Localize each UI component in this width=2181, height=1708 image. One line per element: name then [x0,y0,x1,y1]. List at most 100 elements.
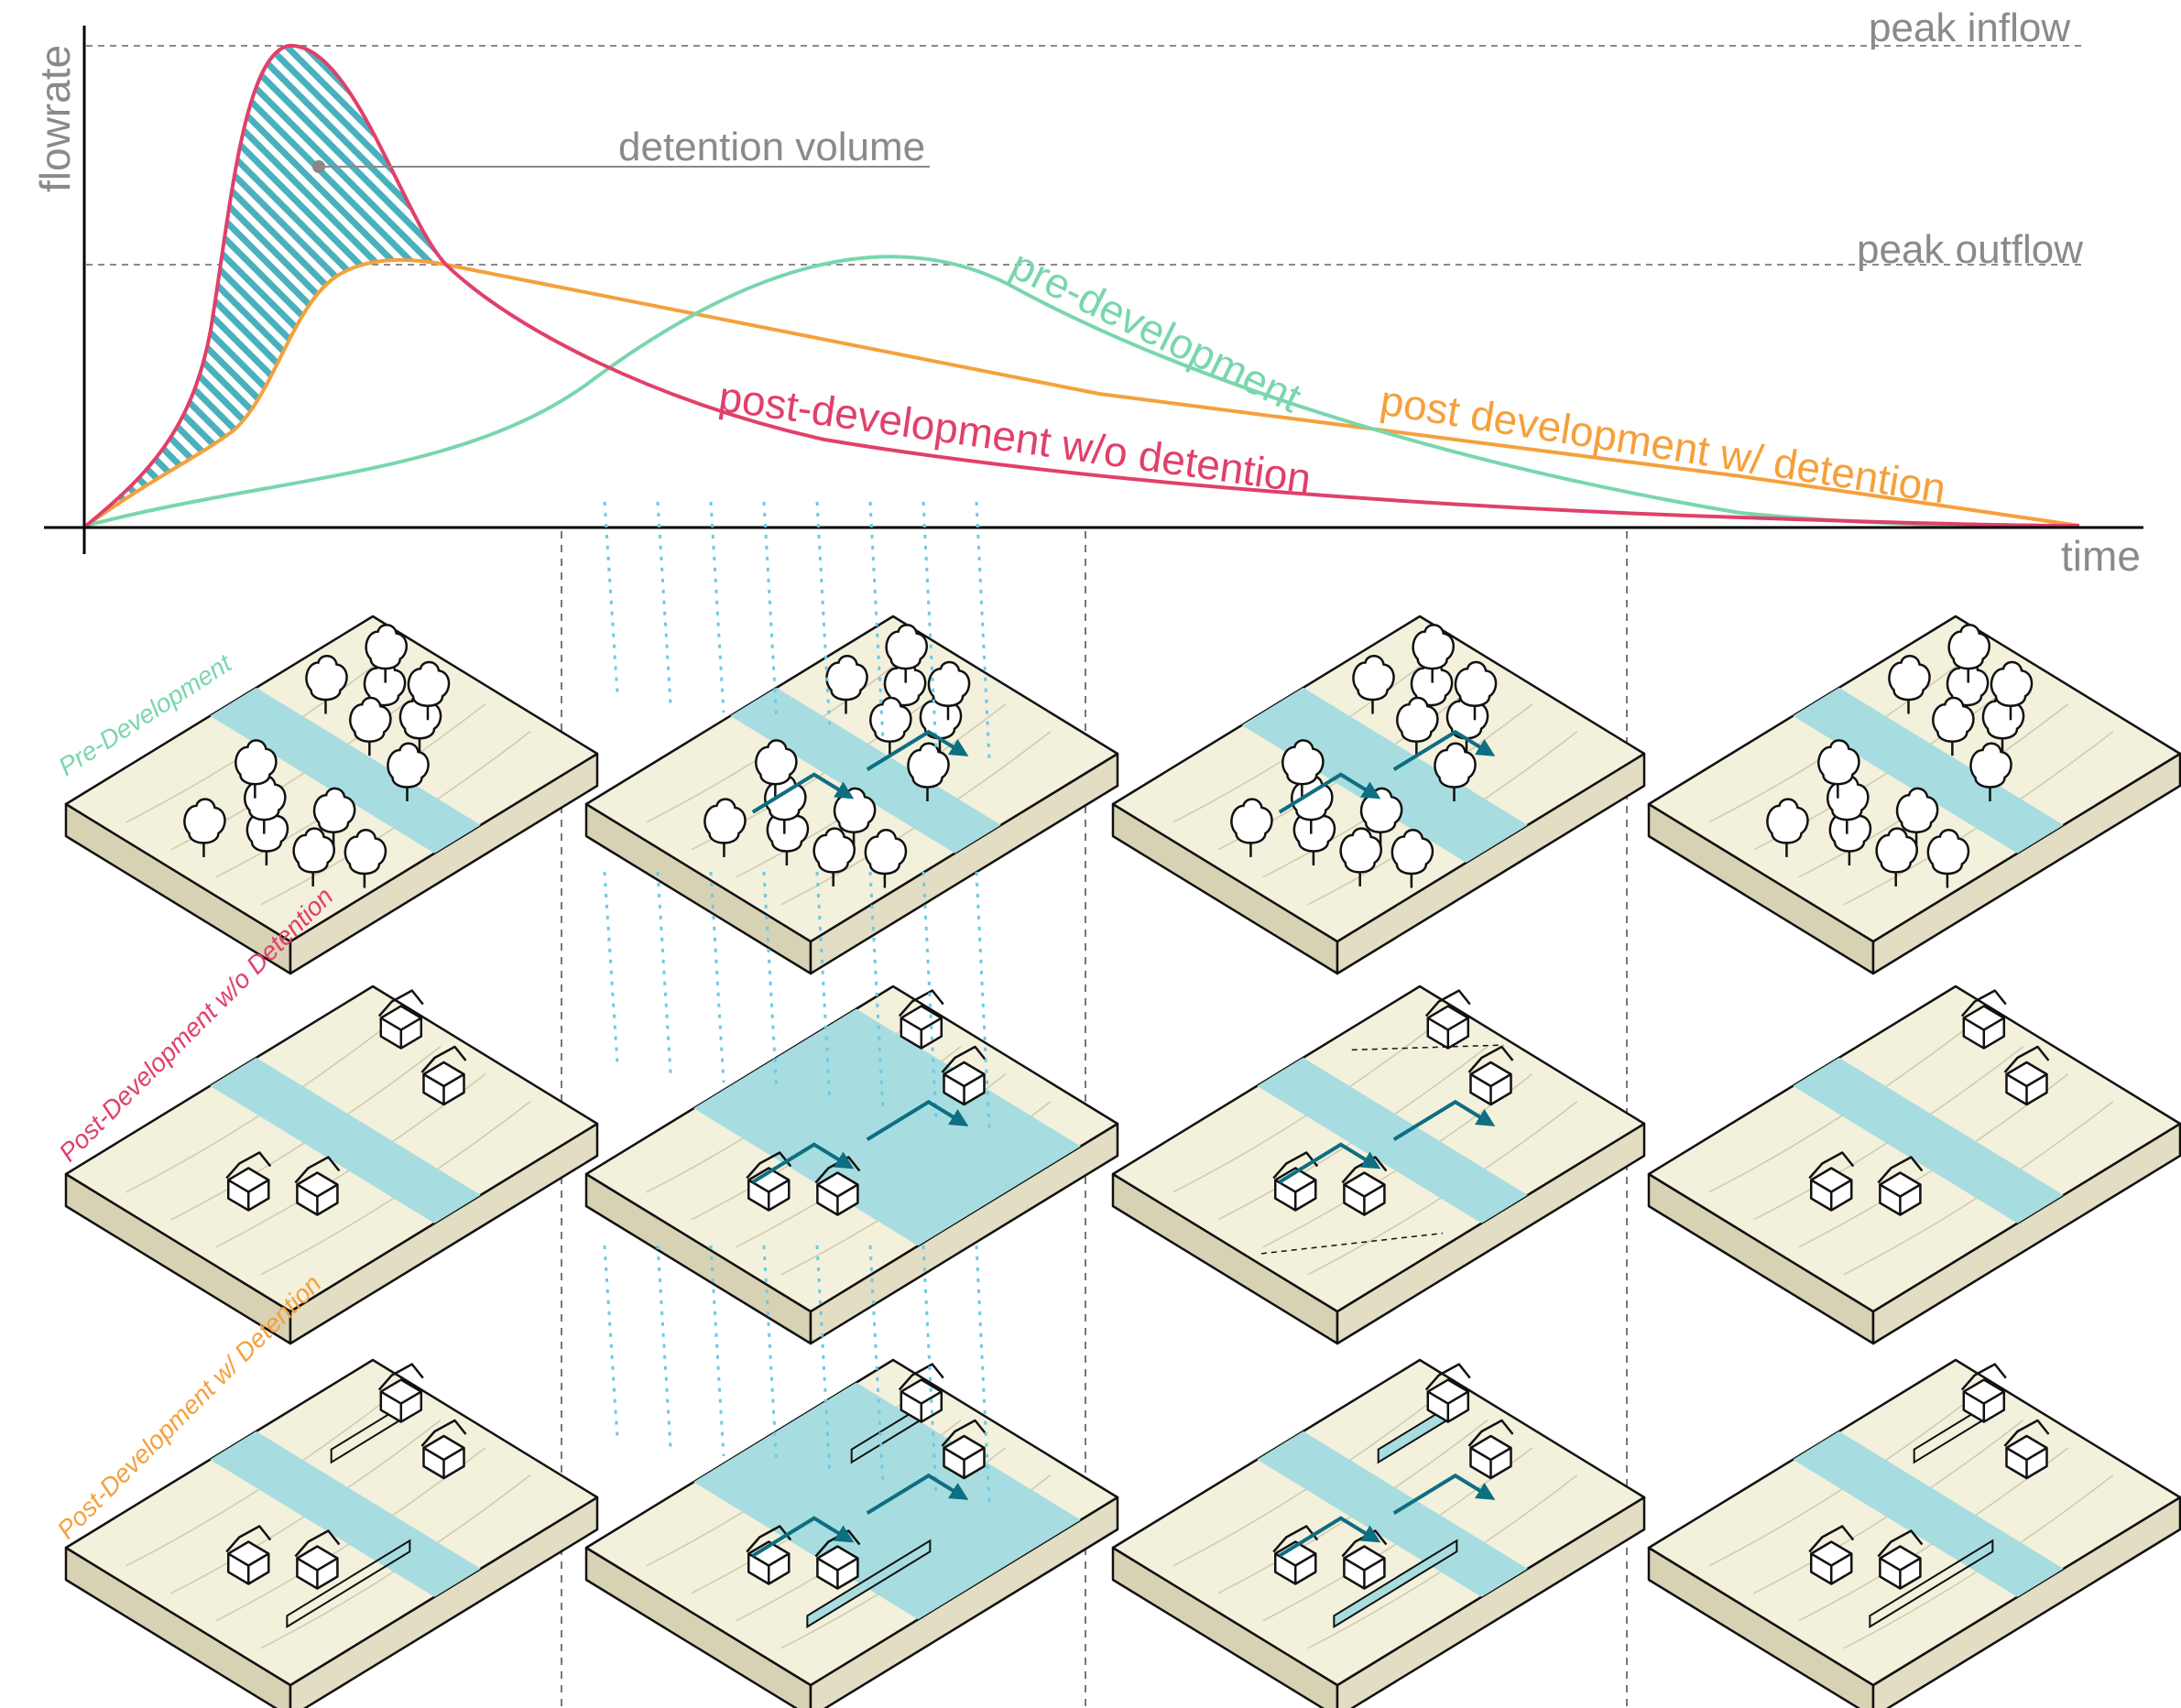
stream-channel [210,1057,481,1224]
house-icon [1424,989,1471,1050]
tree-icon [305,655,348,714]
tree-icon [1926,829,1970,888]
post-with-detention-label: post development w/ detention [1377,376,1948,513]
landscape-block-r3-c1 [64,1358,599,1708]
tree-icon [292,827,335,887]
tree-icon [1434,742,1477,801]
rain-line [868,871,885,1111]
house-icon [225,1525,272,1585]
tree-icon [1352,655,1395,714]
tree-icon [1410,660,1454,720]
tree-icon [907,742,950,801]
tree-icon [755,739,798,799]
y-axis-label: flowrate [31,45,79,192]
post-without-detention-label: post-development w/o detention [716,372,1314,502]
runoff-arrow-icon [866,1099,969,1141]
rain-line [656,1245,672,1448]
house-icon [420,1419,467,1480]
house-icon [1467,1045,1514,1106]
house-icon [1341,1156,1388,1216]
house-icon [225,1151,272,1212]
stream-channel [1241,687,1528,863]
house-icon [1808,1151,1855,1212]
house-icon [1960,1363,2007,1423]
landscape-block-r1-c1 [64,615,599,975]
detention-basin [286,1539,411,1629]
stream-channel [1793,1057,2064,1224]
house-icon [941,1419,987,1480]
stream-channel [210,1431,481,1597]
detention-basin [806,1539,932,1629]
tree-icon [234,739,278,799]
tree-icon [1932,696,1975,756]
house-icon [1424,1363,1471,1423]
tree-icon [825,655,868,714]
house-icon [814,1529,861,1590]
hydrograph-chart: flowrate time peak inflow peak outflow d… [31,5,2143,580]
runoff-arrow-icon [1392,1473,1496,1515]
post-without-detention-curve [84,43,2080,528]
house-icon [814,1156,861,1216]
tree-icon [1766,798,1809,857]
runoff-arrow-icon [866,729,969,771]
detention-volume-area [86,45,446,526]
tree-icon [1990,660,2034,721]
tree-icon [407,660,451,721]
peak-outflow-label: peak outflow [1857,227,2083,272]
tree-icon [387,742,430,801]
tree-icon [1339,827,1382,887]
x-axis-label: time [2061,532,2141,580]
stream-channel [730,687,1001,854]
landscape-block-r3-c4 [1647,1358,2181,1708]
tree-icon [1969,742,2012,801]
house-icon [2003,1419,2050,1480]
tree-icon [1230,798,1273,857]
tree-icon [833,787,877,847]
landscape-block-r1-c2 [584,501,1119,975]
tree-icon [703,798,747,857]
detention-basin [1869,1539,1994,1629]
runoff-arrow-icon [1278,1516,1381,1558]
rain-line [603,871,619,1065]
tree-icon [1947,624,1990,683]
house-icon [941,1045,987,1106]
pre-development-label: pre-development [1004,240,1309,421]
tree-icon [1396,696,1439,756]
rain-line [868,501,885,741]
property-line [1351,1044,1504,1051]
house-icon [2003,1045,2050,1106]
rain-line [656,871,672,1074]
runoff-arrow-icon [1278,772,1381,814]
rain-line [921,871,938,1120]
rain-line [603,1245,619,1439]
rain-line [762,501,779,723]
rain-line [921,1245,938,1494]
property-line [1260,1232,1444,1255]
house-icon [1960,989,2007,1050]
rain-line [603,501,619,695]
rain-line [762,871,779,1093]
tree-icon [1454,660,1498,721]
tree-icon [365,624,408,683]
detention-volume-label: detention volume [618,125,925,169]
rain-line [709,501,725,713]
tree-icon [312,787,356,847]
detention-basin [1333,1539,1458,1629]
rain-line [868,1245,885,1485]
rain-line [709,1245,725,1457]
tree-icon [812,827,856,887]
tree-icon [1412,624,1455,683]
stream-channel [1257,1431,1528,1597]
house-icon [420,1045,467,1106]
stream-channel [1793,687,2064,854]
peak-inflow-label: peak inflow [1869,5,2070,50]
tree-icon [1946,660,1990,720]
landscape-block-r1-c4 [1647,615,2181,975]
tree-icon [869,696,912,756]
tree-icon [1281,739,1325,799]
house-icon [377,1363,424,1423]
house-icon [1877,1156,1924,1216]
tree-icon [883,660,927,720]
tree-icon [1817,739,1860,799]
